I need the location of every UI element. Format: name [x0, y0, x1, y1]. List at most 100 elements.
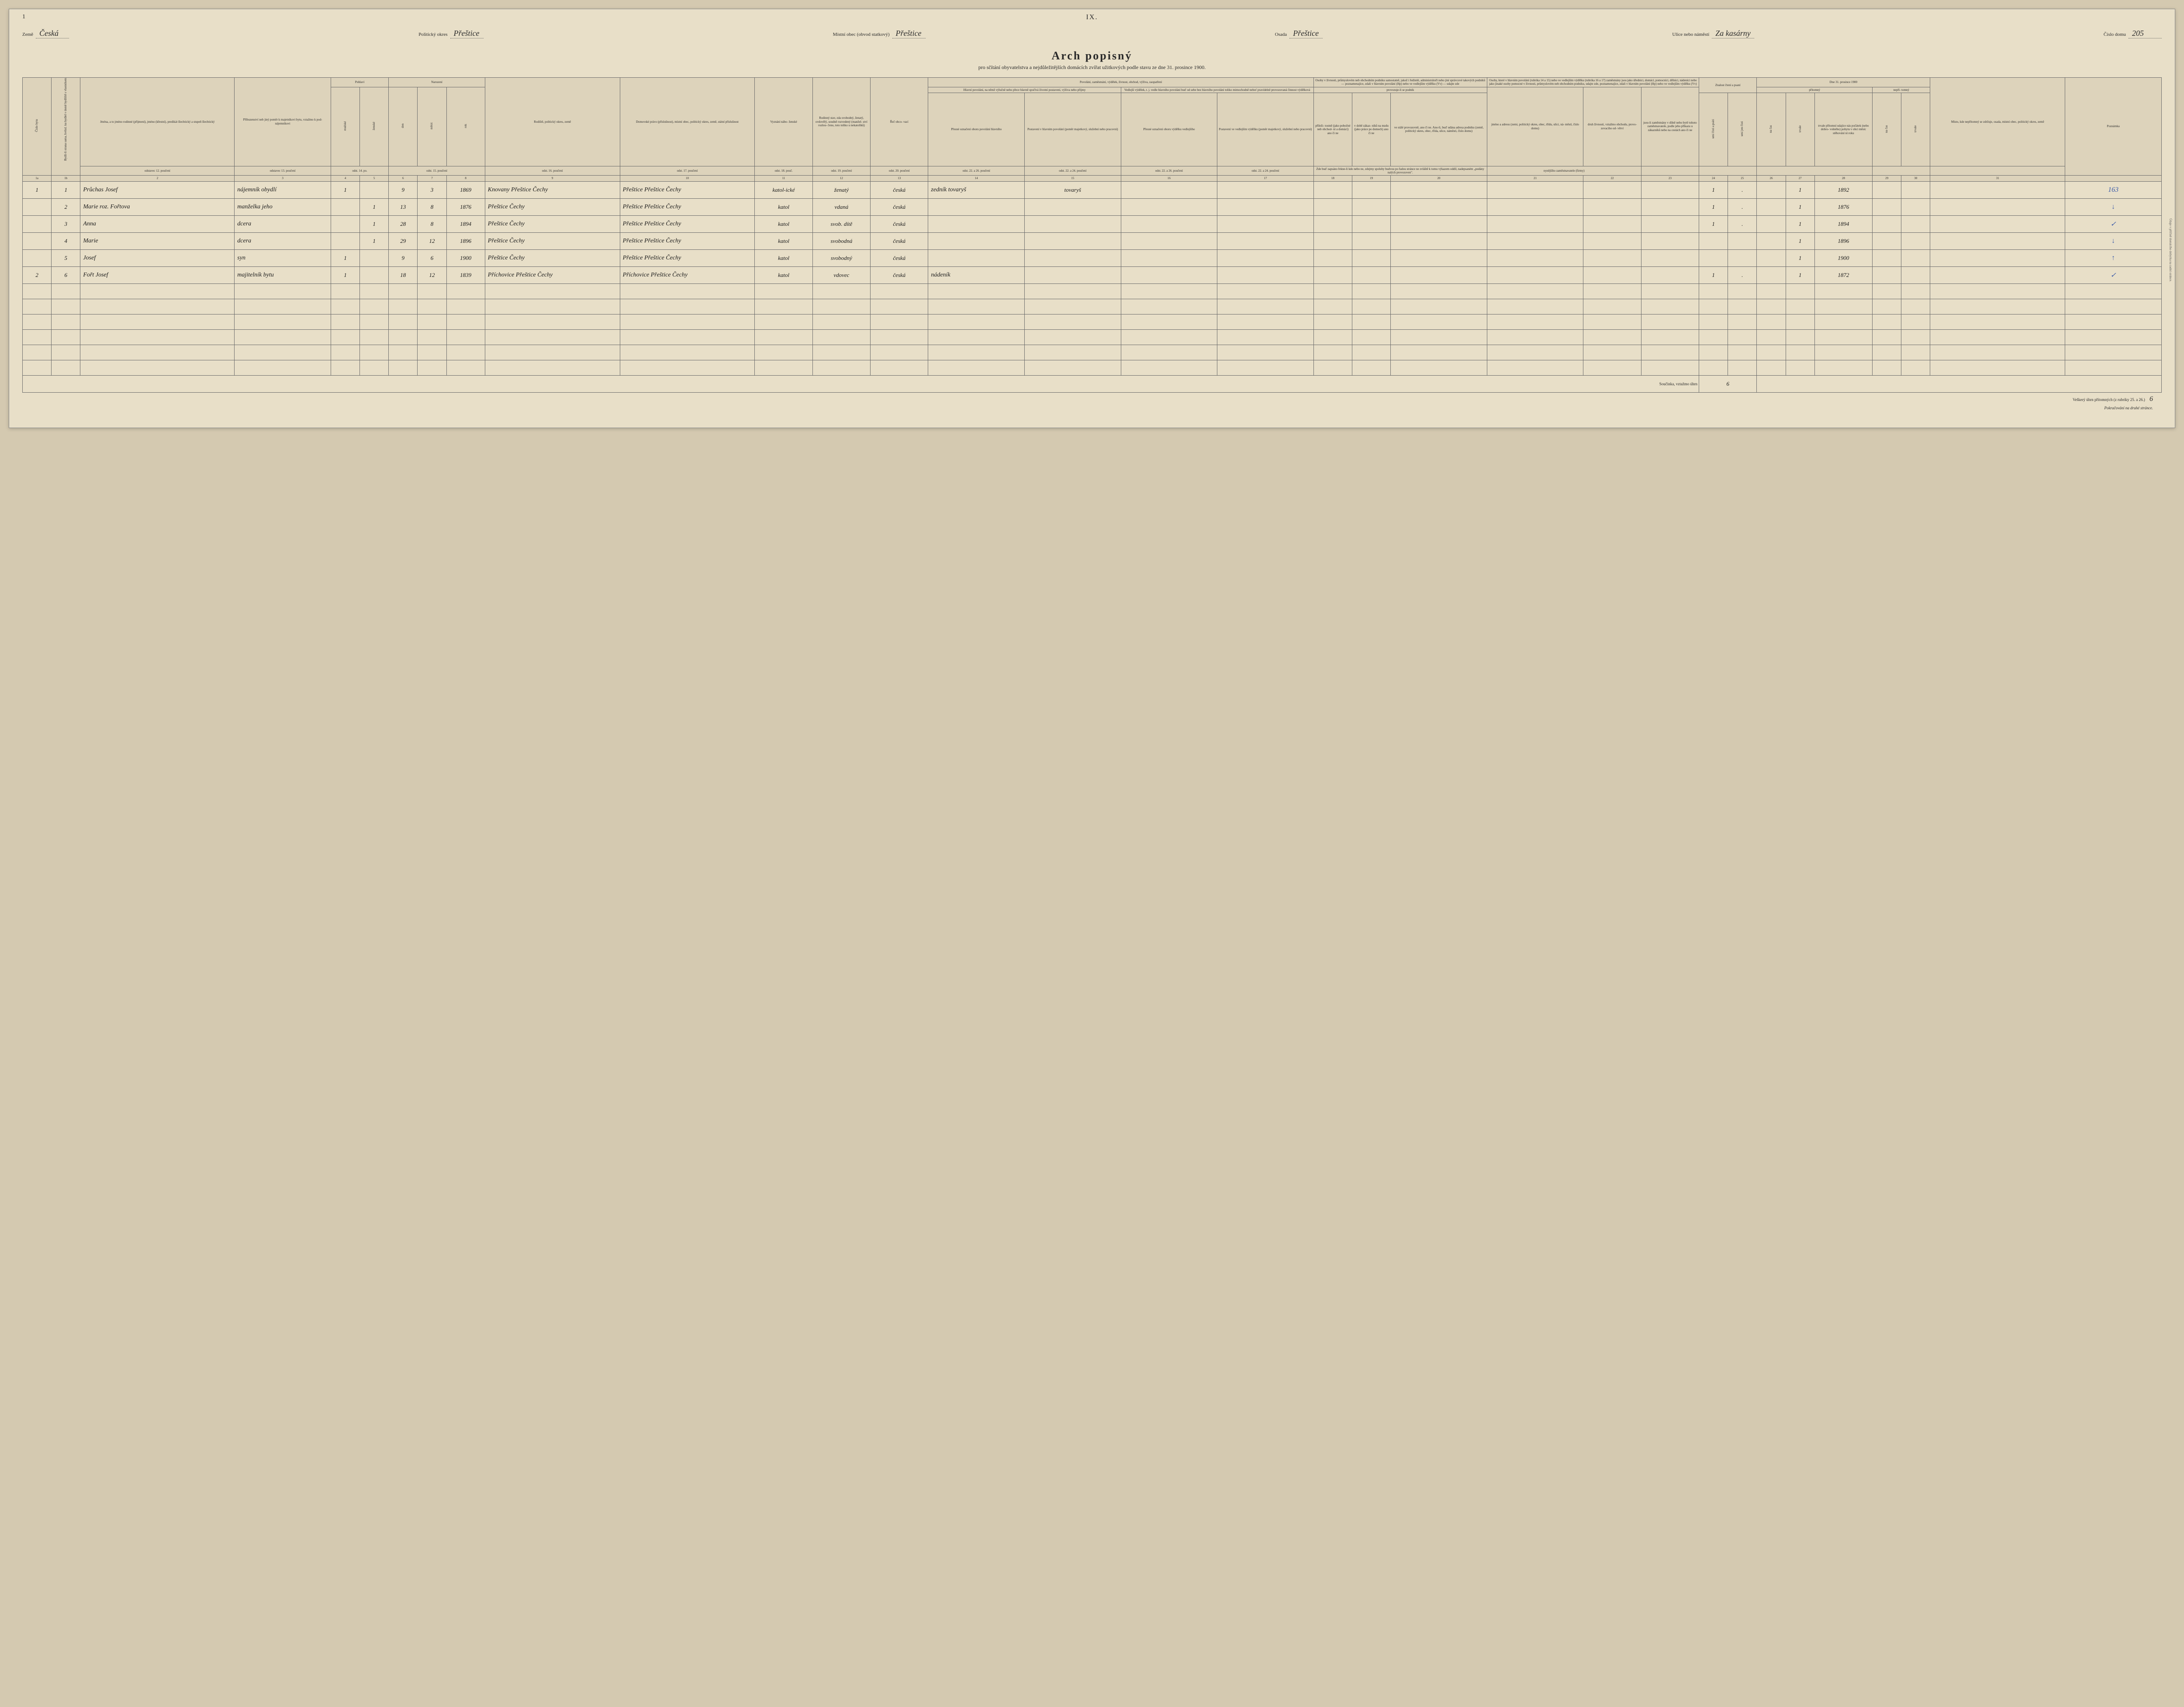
f-vedpov-b: odst. 22. a 24. poučení — [1217, 166, 1314, 176]
cell: 8 — [418, 198, 446, 215]
cell — [1121, 314, 1217, 329]
cell — [1352, 329, 1390, 345]
cell — [1757, 329, 1786, 345]
cell — [1583, 181, 1641, 198]
cell — [871, 345, 928, 360]
cell — [1728, 283, 1757, 299]
cell — [235, 360, 331, 375]
cell — [1217, 345, 1314, 360]
cell — [1901, 232, 1930, 249]
cell — [755, 314, 812, 329]
cell — [1352, 215, 1390, 232]
cell: 28 — [389, 215, 418, 232]
cell — [1313, 232, 1352, 249]
table-footer-rows: Součinka, vztažmo úhrn 6 — [23, 375, 2162, 392]
cell — [446, 345, 485, 360]
h-pohlavi: Pohlaví — [331, 78, 388, 87]
cell — [1786, 314, 1814, 329]
cell: 1 — [331, 249, 359, 266]
cell: ✓ — [2065, 266, 2162, 283]
table-row-empty — [23, 345, 2162, 360]
cell — [1786, 360, 1814, 375]
cell — [360, 345, 389, 360]
cell — [1487, 360, 1583, 375]
cell: 12 — [418, 232, 446, 249]
h-vedl: Vedlejší výdělek, t. j. vedle hlavního p… — [1121, 87, 1313, 93]
cell — [1352, 299, 1390, 314]
cell: nájemník obydlí — [235, 181, 331, 198]
cell: 1 — [1699, 198, 1728, 215]
h-os2a: jméno a adresu (zemi, politický okres, o… — [1487, 87, 1583, 166]
h-hlavni: Hlavní povolání, na němž výlučně nebo př… — [928, 87, 1121, 93]
h-os-b: v době zákaz- níků na mzdu (jako práce p… — [1352, 93, 1390, 166]
cell — [1313, 215, 1352, 232]
value-municipality: Přeštice — [892, 29, 926, 38]
cell — [1391, 249, 1487, 266]
cell: 1876 — [446, 198, 485, 215]
cell — [1487, 249, 1583, 266]
cell — [80, 314, 235, 329]
cn-10: 10 — [620, 176, 755, 181]
cell — [928, 329, 1025, 345]
cell — [1313, 360, 1352, 375]
cell — [23, 299, 52, 314]
cell — [80, 299, 235, 314]
h-nepritomny: nepří- tomný — [1873, 87, 1930, 93]
cell: syn — [235, 249, 331, 266]
cell — [928, 198, 1025, 215]
cell — [1873, 266, 1901, 283]
cell — [1313, 249, 1352, 266]
cell — [1641, 198, 1699, 215]
cell — [1583, 249, 1641, 266]
cell — [1786, 329, 1814, 345]
cell — [1757, 266, 1786, 283]
cell — [620, 283, 755, 299]
cell — [389, 329, 418, 345]
cell — [1930, 266, 2065, 283]
cell — [1699, 314, 1728, 329]
cell — [331, 329, 359, 345]
cell: Přeštice Přeštice Čechy — [620, 215, 755, 232]
cell — [1641, 329, 1699, 345]
cell — [1901, 299, 1930, 314]
cell — [418, 329, 446, 345]
cell: 3 — [52, 215, 80, 232]
cell — [1757, 283, 1786, 299]
cell — [1217, 283, 1314, 299]
cell — [871, 329, 928, 345]
cell — [52, 299, 80, 314]
cell — [1121, 232, 1217, 249]
cell: 1 — [1786, 181, 1814, 198]
h-rec: Řeč obco- vací — [871, 78, 928, 166]
cell — [360, 314, 389, 329]
cell — [1641, 345, 1699, 360]
cell — [1391, 215, 1487, 232]
cell — [360, 283, 389, 299]
table-row: 26Fořt Josefmajitelník bytu118121839Příc… — [23, 266, 2162, 283]
cell — [1217, 215, 1314, 232]
h-date: Dne 31. prosince 1900 — [1757, 78, 1930, 87]
cell: 1 — [1786, 266, 1814, 283]
cell — [928, 314, 1025, 329]
cell: Přeštice Přeštice Čechy — [620, 198, 755, 215]
cn-16: 16 — [1121, 176, 1217, 181]
cell — [52, 314, 80, 329]
cell — [331, 198, 359, 215]
cell: . — [1728, 266, 1757, 283]
cell — [1391, 345, 1487, 360]
cell — [52, 329, 80, 345]
cell — [1487, 181, 1583, 198]
cell: svobodný — [812, 249, 870, 266]
cell — [620, 329, 755, 345]
cell — [1583, 314, 1641, 329]
cell — [1728, 232, 1757, 249]
cell — [1901, 360, 1930, 375]
cell — [1313, 283, 1352, 299]
table-row-empty — [23, 329, 2162, 345]
h-stav: Rodinný stav, zda svobodný, ženatý, ovdo… — [812, 78, 870, 166]
cell: 1 — [52, 181, 80, 198]
cell — [1352, 314, 1390, 329]
cell — [1487, 314, 1583, 329]
cell — [1025, 215, 1121, 232]
cell — [1901, 215, 1930, 232]
